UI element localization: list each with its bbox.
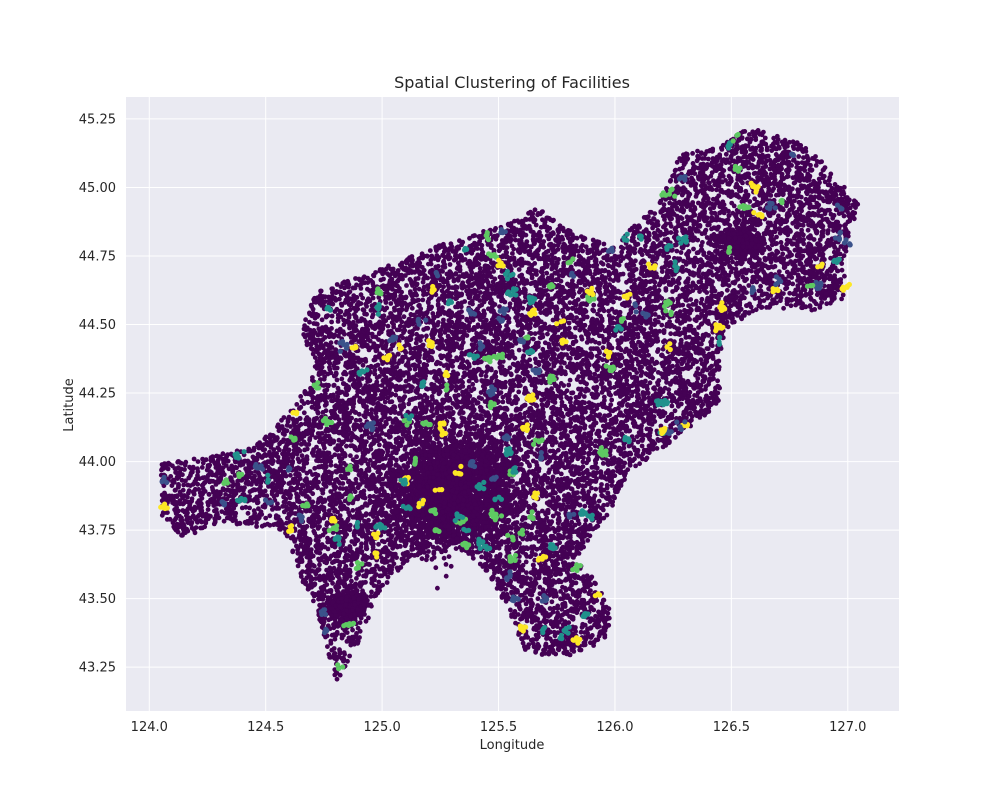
data-point [397, 410, 403, 416]
data-point [552, 400, 558, 405]
data-point [510, 251, 515, 256]
data-point [420, 297, 426, 303]
data-point [660, 315, 666, 321]
data-point [536, 634, 541, 640]
data-point [329, 319, 334, 325]
data-point [431, 389, 437, 395]
data-point [591, 302, 597, 308]
data-point [574, 539, 580, 545]
data-point [726, 283, 732, 288]
data-point [301, 401, 307, 406]
data-point [661, 339, 666, 345]
data-point [695, 148, 700, 154]
data-point [404, 283, 409, 288]
data-point [377, 442, 382, 448]
data-point [168, 474, 174, 479]
data-point [558, 471, 564, 477]
data-point [663, 287, 669, 293]
data-point [495, 578, 501, 583]
data-point [629, 393, 635, 399]
data-point [747, 132, 752, 137]
data-point [523, 559, 529, 565]
data-point [639, 364, 644, 370]
data-point [188, 483, 193, 488]
data-point [254, 520, 259, 526]
data-point [559, 399, 565, 405]
data-point [376, 579, 382, 585]
data-point [595, 523, 601, 529]
data-point [254, 524, 259, 529]
data-point [593, 339, 598, 345]
data-point [609, 397, 615, 403]
data-point [673, 434, 678, 440]
data-point [422, 352, 428, 358]
data-point [500, 578, 505, 584]
data-point [596, 498, 602, 504]
data-point [669, 412, 675, 418]
data-point [778, 240, 784, 245]
data-point [555, 233, 561, 239]
data-point [350, 508, 356, 513]
data-point [593, 486, 599, 492]
data-point [730, 280, 736, 285]
data-point [331, 646, 337, 651]
data-point [610, 502, 615, 508]
data-point [725, 277, 731, 283]
data-point [479, 396, 484, 401]
data-point [262, 488, 268, 494]
data-point [500, 394, 506, 400]
data-point [540, 346, 546, 352]
data-point [544, 270, 550, 276]
data-point [317, 562, 322, 568]
data-point [532, 331, 538, 336]
data-point [389, 399, 395, 405]
data-point [616, 262, 622, 268]
data-point [639, 443, 645, 449]
data-point [498, 390, 504, 395]
data-point [567, 377, 573, 383]
data-point [751, 203, 756, 209]
data-point [397, 323, 403, 329]
data-point [784, 285, 790, 291]
data-point [799, 231, 805, 237]
data-point [819, 300, 825, 305]
data-point [540, 508, 545, 514]
data-point [339, 376, 345, 382]
data-point [805, 227, 811, 233]
data-point [600, 461, 606, 466]
data-point [839, 261, 845, 266]
data-point [509, 413, 514, 418]
data-point [344, 443, 349, 449]
data-point [788, 303, 794, 309]
data-point [572, 334, 578, 340]
data-point [601, 428, 607, 434]
data-point [609, 483, 615, 488]
data-point [570, 278, 575, 284]
data-point [842, 273, 847, 279]
data-point [591, 308, 597, 314]
data-point [444, 393, 449, 398]
data-point [281, 509, 287, 515]
data-point [582, 503, 588, 509]
data-point [816, 208, 822, 214]
data-point [549, 599, 555, 605]
data-point [516, 267, 522, 272]
data-point [678, 250, 684, 255]
data-point [303, 317, 308, 323]
data-points [158, 127, 861, 682]
data-point [792, 247, 798, 253]
data-point [369, 314, 375, 320]
data-point [325, 546, 331, 552]
data-point [601, 241, 607, 247]
data-point [674, 248, 680, 254]
data-point [743, 188, 749, 194]
